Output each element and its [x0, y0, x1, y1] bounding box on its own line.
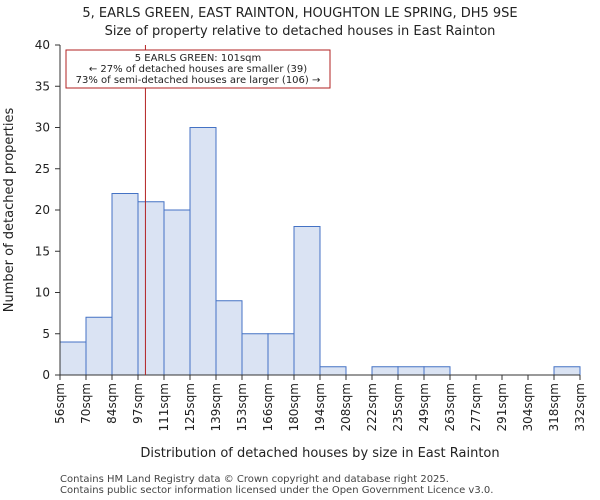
- y-tick-label: 0: [42, 368, 50, 382]
- y-tick-label: 20: [35, 203, 50, 217]
- y-tick-label: 25: [35, 162, 50, 176]
- histogram-bar: [241, 333, 269, 376]
- annotation-line: 73% of semi-detached houses are larger (…: [76, 75, 321, 86]
- y-tick-label: 5: [42, 327, 50, 341]
- x-tick-label: 277sqm: [469, 383, 483, 431]
- x-tick-label: 180sqm: [287, 383, 301, 431]
- y-axis-label: Number of detached properties: [2, 108, 17, 313]
- annotation-line: 5 EARLS GREEN: 101sqm: [135, 53, 262, 64]
- histogram-bar: [59, 341, 87, 376]
- x-tick-label: 84sqm: [105, 383, 119, 424]
- histogram-bar: [111, 193, 139, 376]
- histogram-bar: [267, 333, 295, 376]
- x-tick-label: 70sqm: [79, 383, 93, 424]
- x-tick-label: 304sqm: [521, 383, 535, 431]
- footer-copyright: Contains HM Land Registry data © Crown c…: [60, 474, 449, 485]
- x-tick-label: 97sqm: [131, 383, 145, 424]
- y-tick-label: 15: [35, 244, 50, 258]
- x-tick-label: 166sqm: [261, 383, 275, 431]
- y-tick-label: 40: [35, 38, 50, 52]
- y-tick-label: 30: [35, 121, 50, 135]
- histogram-bar: [293, 226, 321, 376]
- x-tick-label: 249sqm: [417, 383, 431, 431]
- x-tick-label: 291sqm: [495, 383, 509, 431]
- y-tick-label: 10: [35, 286, 50, 300]
- histogram-bar: [137, 201, 165, 376]
- annotation-line: ← 27% of detached houses are smaller (39…: [89, 64, 307, 75]
- x-axis-label: Distribution of detached houses by size …: [140, 446, 499, 461]
- x-tick-label: 222sqm: [365, 383, 379, 431]
- x-tick-label: 125sqm: [183, 383, 197, 431]
- histogram-bar: [553, 366, 581, 376]
- footer-licence: Contains public sector information licen…: [60, 485, 494, 496]
- plot-area: 0 5 10 15 20 25 30 35 40 56sqm 70sqm 84sqm 97sqm 111s…: [35, 38, 587, 431]
- histogram-bar: [163, 209, 191, 376]
- x-tick-label: 318sqm: [547, 383, 561, 431]
- histogram-bar: [423, 366, 451, 376]
- x-tick-label: 235sqm: [391, 383, 405, 431]
- x-tick-label: 263sqm: [443, 383, 457, 431]
- histogram-bar: [215, 300, 243, 376]
- histogram-bar: [371, 366, 399, 376]
- chart-title: 5, EARLS GREEN, EAST RAINTON, HOUGHTON L…: [82, 6, 517, 21]
- x-tick-label: 208sqm: [339, 383, 353, 431]
- x-tick-label: 153sqm: [235, 383, 249, 431]
- histogram-bar: [189, 127, 217, 376]
- histogram-bar: [85, 316, 113, 376]
- y-tick-label: 35: [35, 79, 50, 93]
- x-tick-label: 194sqm: [313, 383, 327, 431]
- chart-subtitle: Size of property relative to detached ho…: [105, 24, 496, 39]
- x-tick-label: 56sqm: [53, 383, 67, 424]
- x-tick-label: 332sqm: [573, 383, 587, 431]
- x-tick-label: 111sqm: [157, 383, 171, 431]
- annotation-box: [65, 49, 331, 89]
- histogram-bar: [319, 366, 347, 376]
- histogram-bar: [397, 366, 425, 376]
- x-tick-label: 139sqm: [209, 383, 223, 431]
